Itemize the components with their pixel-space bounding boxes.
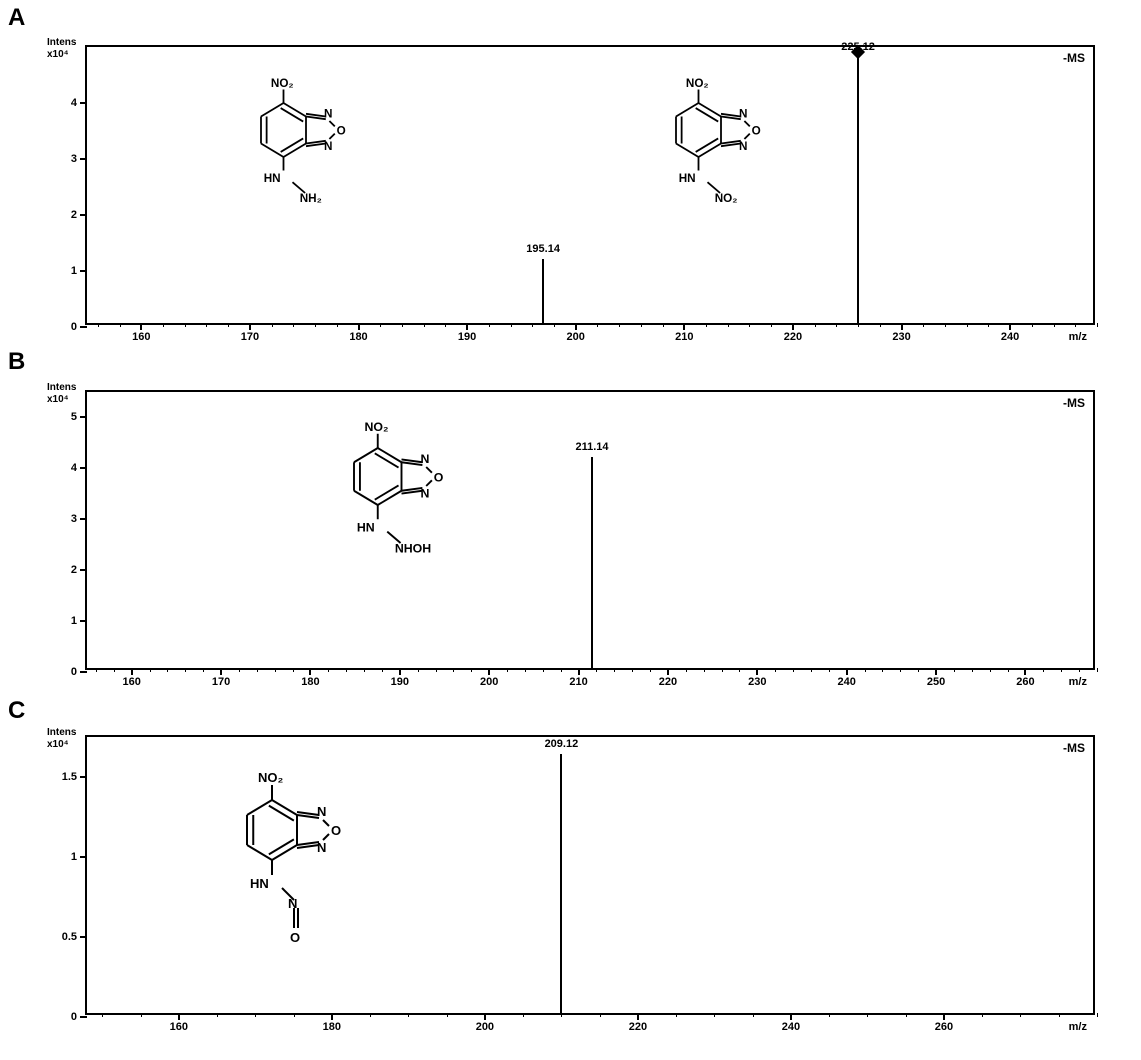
svg-text:O: O	[337, 125, 346, 138]
svg-text:NO₂: NO₂	[715, 192, 738, 205]
peak	[591, 457, 593, 668]
spectrum-panel-c: -MS00.511.5160180200220240260m/z209.12NO…	[85, 735, 1095, 1015]
svg-text:N: N	[421, 486, 430, 500]
svg-text:NHOH: NHOH	[395, 542, 431, 556]
spectrum-panel-a: -MS01234160170180190200210220230240m/z19…	[85, 45, 1095, 325]
peak-label: 211.14	[575, 441, 608, 453]
svg-text:N: N	[739, 107, 747, 120]
svg-text:N: N	[317, 804, 326, 819]
chemical-structure: NO₂NNOHNNO	[227, 755, 347, 965]
svg-text:NO₂: NO₂	[686, 77, 709, 90]
svg-text:N: N	[739, 140, 747, 153]
peak-label: 195.14	[526, 243, 560, 255]
svg-text:O: O	[434, 470, 444, 484]
peak	[857, 57, 859, 323]
svg-text:O: O	[290, 930, 300, 945]
chemical-structure: NO₂ N NO HN NO₂	[652, 67, 772, 247]
spectrum-panel-b: -MS0123451601701801902002102202302402502…	[85, 390, 1095, 670]
svg-text:N: N	[288, 896, 297, 911]
svg-text:HN: HN	[250, 876, 269, 891]
svg-text:HN: HN	[679, 172, 696, 185]
svg-text:N: N	[317, 840, 326, 855]
svg-text:NO₂: NO₂	[364, 420, 388, 434]
svg-text:NO₂: NO₂	[258, 770, 284, 785]
svg-text:NO₂: NO₂	[271, 77, 294, 90]
svg-text:NH₂: NH₂	[300, 192, 322, 205]
svg-text:HN: HN	[264, 172, 281, 185]
svg-text:N: N	[324, 107, 332, 120]
svg-text:O: O	[752, 125, 761, 138]
peak-label: 209.12	[545, 738, 579, 750]
svg-text:N: N	[324, 140, 332, 153]
peak	[542, 259, 544, 323]
svg-text:HN: HN	[357, 521, 375, 535]
svg-text:N: N	[421, 452, 430, 466]
chemical-structure: NO₂ N NO HN NHOH	[327, 410, 457, 600]
peak	[560, 754, 562, 1013]
svg-text:O: O	[331, 823, 341, 838]
chemical-structure: NO₂ N NO HN NH₂	[237, 67, 357, 247]
